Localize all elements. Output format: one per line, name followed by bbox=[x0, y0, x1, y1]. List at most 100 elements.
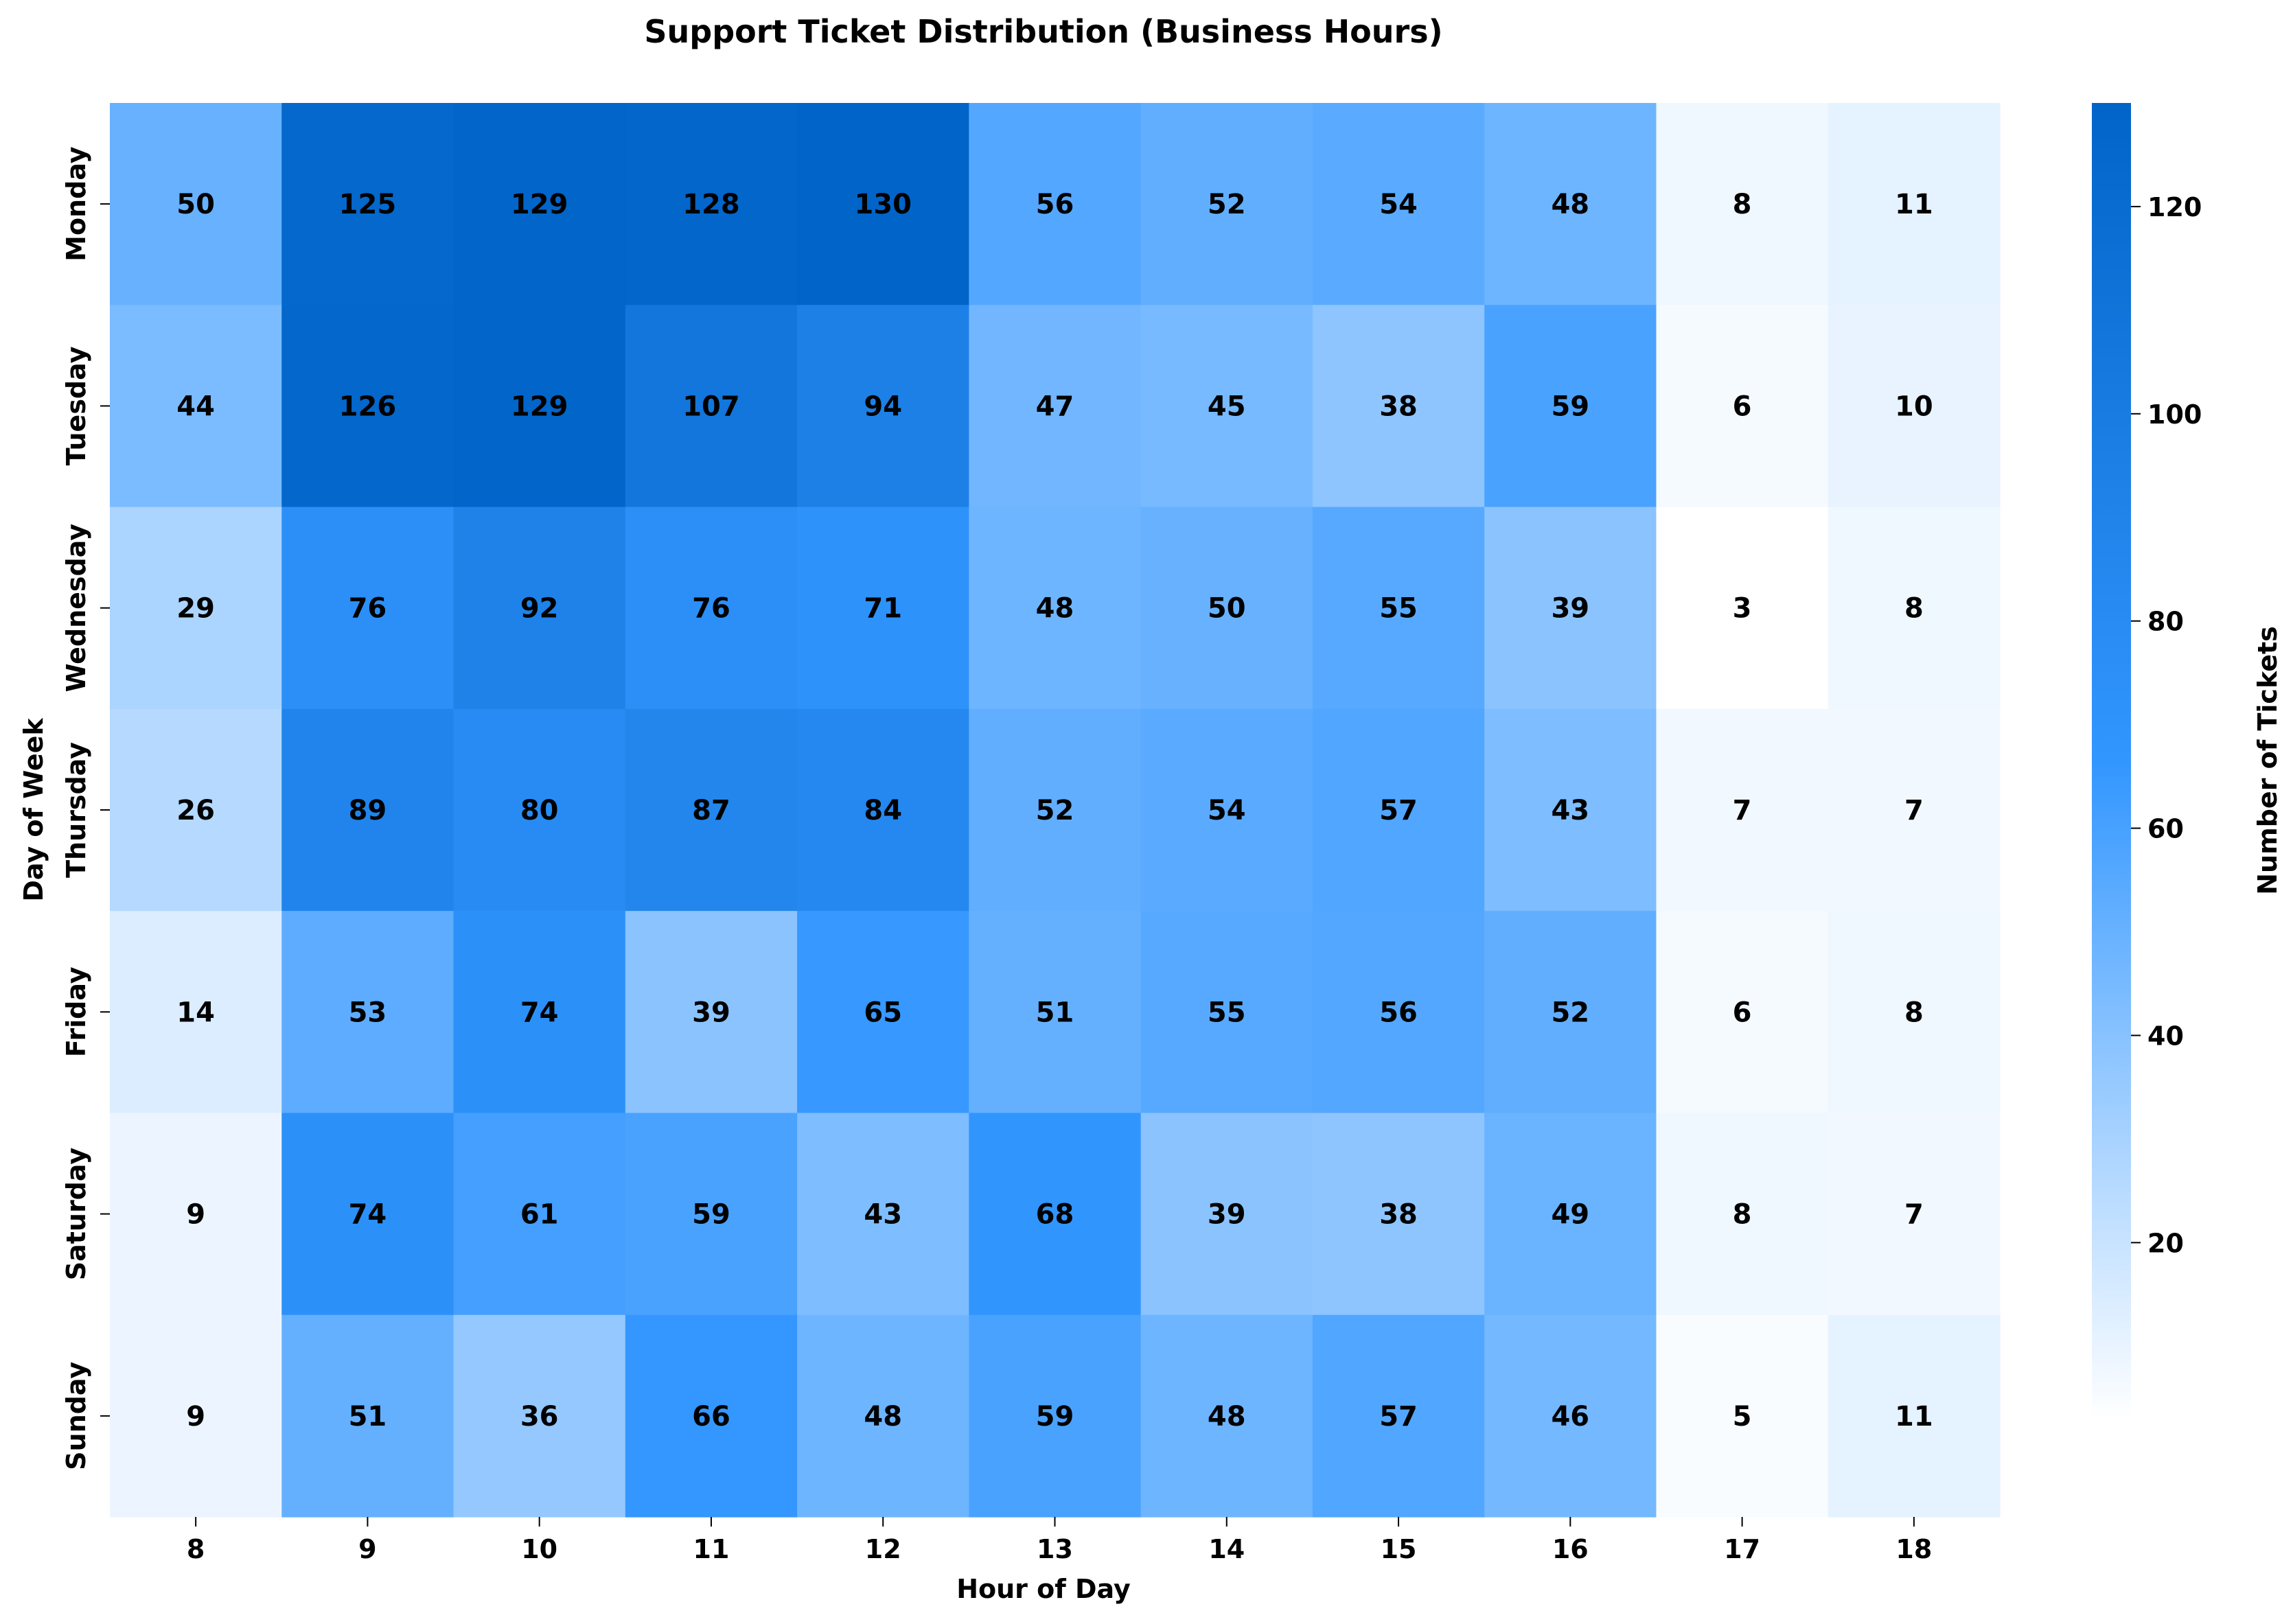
cell-value-label: 8 bbox=[1733, 1199, 1752, 1231]
cell-value-label: 52 bbox=[1036, 795, 1074, 826]
cell-value-label: 48 bbox=[1036, 593, 1074, 625]
heatmap-cell bbox=[625, 305, 798, 508]
heatmap-cell bbox=[1484, 1314, 1657, 1518]
y-axis-label: Day of Week bbox=[19, 718, 49, 902]
cell-value-label: 129 bbox=[511, 391, 568, 422]
cell-value-label: 11 bbox=[1895, 1401, 1933, 1432]
cell-value-label: 8 bbox=[1733, 189, 1752, 220]
cell-value-label: 74 bbox=[349, 1199, 387, 1231]
cell-value-label: 71 bbox=[864, 593, 902, 625]
colorbar-tick-label: 80 bbox=[2147, 607, 2184, 637]
heatmap-cell bbox=[797, 1314, 969, 1518]
cell-value-label: 125 bbox=[339, 189, 397, 220]
cell-value-label: 59 bbox=[692, 1199, 730, 1231]
colorbar bbox=[2092, 103, 2131, 1419]
heatmap-cell bbox=[1140, 1113, 1313, 1316]
cell-value-label: 50 bbox=[1208, 593, 1246, 625]
heatmap-cell bbox=[453, 305, 626, 508]
heatmap-cell bbox=[797, 305, 969, 508]
colorbar-tick-label: 40 bbox=[2147, 1021, 2184, 1052]
heatmap-cell bbox=[1312, 708, 1485, 912]
cell-value-label: 38 bbox=[1379, 1199, 1418, 1231]
heatmap-cell bbox=[453, 911, 626, 1114]
heatmap-cell bbox=[969, 1314, 1142, 1518]
cell-value-label: 48 bbox=[1208, 1401, 1246, 1432]
cell-value-label: 39 bbox=[1208, 1199, 1246, 1231]
cell-value-label: 48 bbox=[1551, 189, 1589, 220]
heatmap-cell bbox=[797, 103, 969, 305]
heatmap-cell bbox=[281, 911, 454, 1114]
y-tick-label: Wednesday bbox=[61, 524, 91, 693]
cell-value-label: 8 bbox=[1904, 593, 1924, 625]
heatmap-cell bbox=[1140, 507, 1313, 710]
heatmap-cell bbox=[1140, 103, 1313, 305]
y-tick-label: Saturday bbox=[61, 1148, 91, 1281]
cell-value-label: 76 bbox=[349, 593, 387, 625]
cell-value-label: 59 bbox=[1036, 1401, 1074, 1432]
heatmap-cell bbox=[969, 708, 1142, 912]
heatmap-cell bbox=[281, 1314, 454, 1518]
heatmap-cells bbox=[110, 103, 2001, 1518]
x-tick-label: 13 bbox=[1037, 1534, 1073, 1564]
heatmap-cell bbox=[625, 507, 798, 710]
cell-value-label: 89 bbox=[349, 795, 387, 826]
x-tick-label: 17 bbox=[1724, 1534, 1760, 1564]
cell-value-label: 56 bbox=[1379, 997, 1418, 1028]
heatmap-cell bbox=[110, 1113, 282, 1316]
heatmap-cell bbox=[1312, 103, 1485, 305]
heatmap-cell bbox=[281, 305, 454, 508]
heatmap-cell bbox=[969, 507, 1142, 710]
cell-value-label: 26 bbox=[176, 795, 215, 826]
cell-value-label: 54 bbox=[1208, 795, 1246, 826]
cell-value-label: 84 bbox=[864, 795, 902, 826]
cell-value-label: 6 bbox=[1733, 997, 1752, 1028]
cell-value-label: 46 bbox=[1551, 1401, 1589, 1432]
heatmap-cell bbox=[797, 708, 969, 912]
heatmap-cell bbox=[625, 911, 798, 1114]
chart-title: Support Ticket Distribution (Business Ho… bbox=[644, 13, 1442, 50]
cell-value-label: 3 bbox=[1733, 593, 1752, 625]
x-tick-label: 10 bbox=[521, 1534, 557, 1564]
heatmap-cell bbox=[1312, 911, 1485, 1114]
heatmap-cell bbox=[1656, 103, 1829, 305]
heatmap-cell bbox=[453, 103, 626, 305]
heatmap-cell bbox=[281, 103, 454, 305]
heatmap-cell bbox=[1312, 1314, 1485, 1518]
heatmap-cell bbox=[1140, 305, 1313, 508]
heatmap-cell bbox=[1656, 507, 1829, 710]
cell-value-label: 50 bbox=[176, 189, 215, 220]
cell-value-label: 66 bbox=[692, 1401, 730, 1432]
cell-value-label: 49 bbox=[1551, 1199, 1589, 1231]
heatmap-cell bbox=[969, 911, 1142, 1114]
cell-value-label: 14 bbox=[176, 997, 215, 1028]
heatmap-cell bbox=[625, 1314, 798, 1518]
heatmap-cell bbox=[797, 1113, 969, 1316]
heatmap-cell bbox=[281, 1113, 454, 1316]
cell-value-label: 92 bbox=[520, 593, 559, 625]
cell-value-label: 76 bbox=[692, 593, 730, 625]
colorbar-tick-label: 60 bbox=[2147, 814, 2184, 844]
cell-value-label: 54 bbox=[1379, 189, 1418, 220]
x-tick-label: 9 bbox=[358, 1534, 376, 1564]
heatmap-cell bbox=[453, 507, 626, 710]
cell-value-label: 43 bbox=[1551, 795, 1589, 826]
heatmap-cell bbox=[281, 708, 454, 912]
heatmap-cell bbox=[1656, 911, 1829, 1114]
heatmap-cell bbox=[1828, 708, 2001, 912]
heatmap-cell bbox=[625, 708, 798, 912]
x-tick-label: 14 bbox=[1208, 1534, 1245, 1564]
y-tick-label: Tuesday bbox=[61, 346, 91, 465]
cell-value-label: 80 bbox=[520, 795, 559, 826]
heatmap-cell bbox=[1828, 911, 2001, 1114]
cell-value-label: 36 bbox=[520, 1401, 559, 1432]
cell-value-label: 51 bbox=[349, 1401, 387, 1432]
heatmap-cell bbox=[1656, 708, 1829, 912]
cell-value-label: 7 bbox=[1904, 795, 1924, 826]
y-axis: Monday Tuesday Wednesday Thursday Friday Satu… bbox=[61, 146, 110, 1470]
heatmap-cell bbox=[1140, 1314, 1313, 1518]
cell-value-label: 43 bbox=[864, 1199, 902, 1231]
heatmap-cell bbox=[453, 1113, 626, 1316]
heatmap-cell bbox=[1484, 507, 1657, 710]
